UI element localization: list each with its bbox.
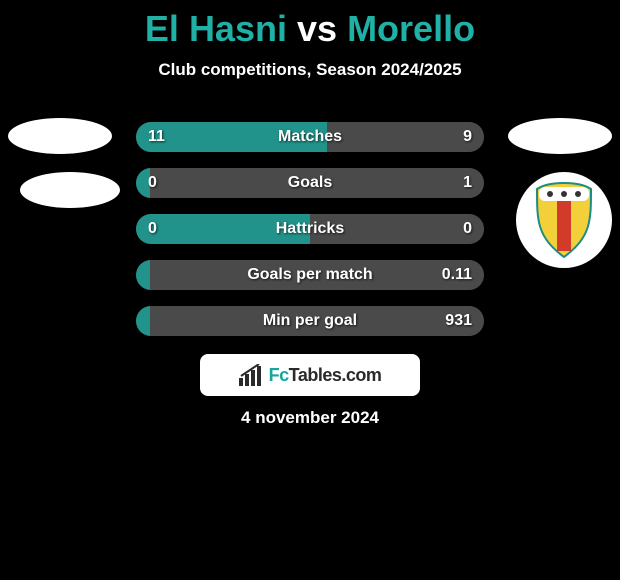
stat-right-value: 9 — [463, 128, 472, 146]
stat-left-value: 0 — [148, 174, 157, 192]
bar-fill-right — [327, 122, 484, 152]
player2-avatar — [508, 118, 612, 154]
stat-right-value: 1 — [463, 174, 472, 192]
comparison-title: El Hasni vs Morello — [0, 0, 620, 50]
stat-left-value: 0 — [148, 220, 157, 238]
stat-label: Goals — [288, 174, 332, 192]
bar-fill-left — [136, 260, 150, 290]
season-subtitle: Club competitions, Season 2024/2025 — [0, 60, 620, 80]
watermark-fc: Fc — [269, 365, 289, 385]
date-text: 4 november 2024 — [0, 408, 620, 428]
watermark-text: FcTables.com — [269, 365, 382, 386]
stat-label: Hattricks — [276, 220, 344, 238]
stat-row: Min per goal 931 — [136, 306, 484, 336]
player1-avatar — [8, 118, 112, 154]
club1-crest — [20, 172, 120, 208]
stat-row: 0 Hattricks 0 — [136, 214, 484, 244]
stat-right-value: 0 — [463, 220, 472, 238]
watermark: FcTables.com — [200, 354, 420, 396]
chart-icon — [239, 364, 265, 386]
stat-right-value: 931 — [445, 312, 472, 330]
stat-label: Matches — [278, 128, 342, 146]
stat-label: Min per goal — [263, 312, 357, 330]
stat-label: Goals per match — [247, 266, 372, 284]
stats-bars: 11 Matches 9 0 Goals 1 0 Hattricks 0 Goals per ma… — [136, 122, 484, 352]
stat-row: Goals per match 0.11 — [136, 260, 484, 290]
player2-name: Morello — [347, 8, 475, 49]
stat-row: 11 Matches 9 — [136, 122, 484, 152]
stat-left-value: 11 — [148, 128, 165, 146]
vs-text: vs — [297, 8, 337, 49]
watermark-rest: Tables.com — [289, 365, 382, 385]
stat-row: 0 Goals 1 — [136, 168, 484, 198]
player1-name: El Hasni — [145, 8, 287, 49]
bar-fill-left — [136, 306, 150, 336]
shield-icon — [533, 181, 595, 259]
stat-right-value: 0.11 — [442, 266, 472, 284]
club2-crest — [516, 172, 612, 268]
